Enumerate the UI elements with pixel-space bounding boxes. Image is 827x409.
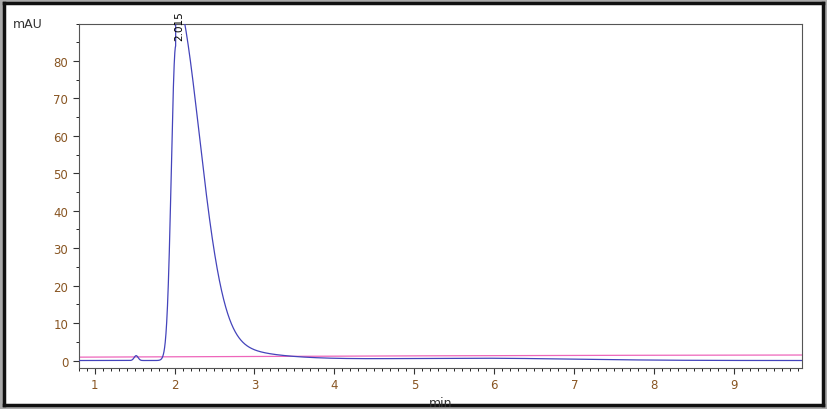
- Y-axis label: mAU: mAU: [13, 18, 43, 31]
- X-axis label: min: min: [428, 396, 452, 409]
- Text: 2.015: 2.015: [174, 12, 184, 41]
